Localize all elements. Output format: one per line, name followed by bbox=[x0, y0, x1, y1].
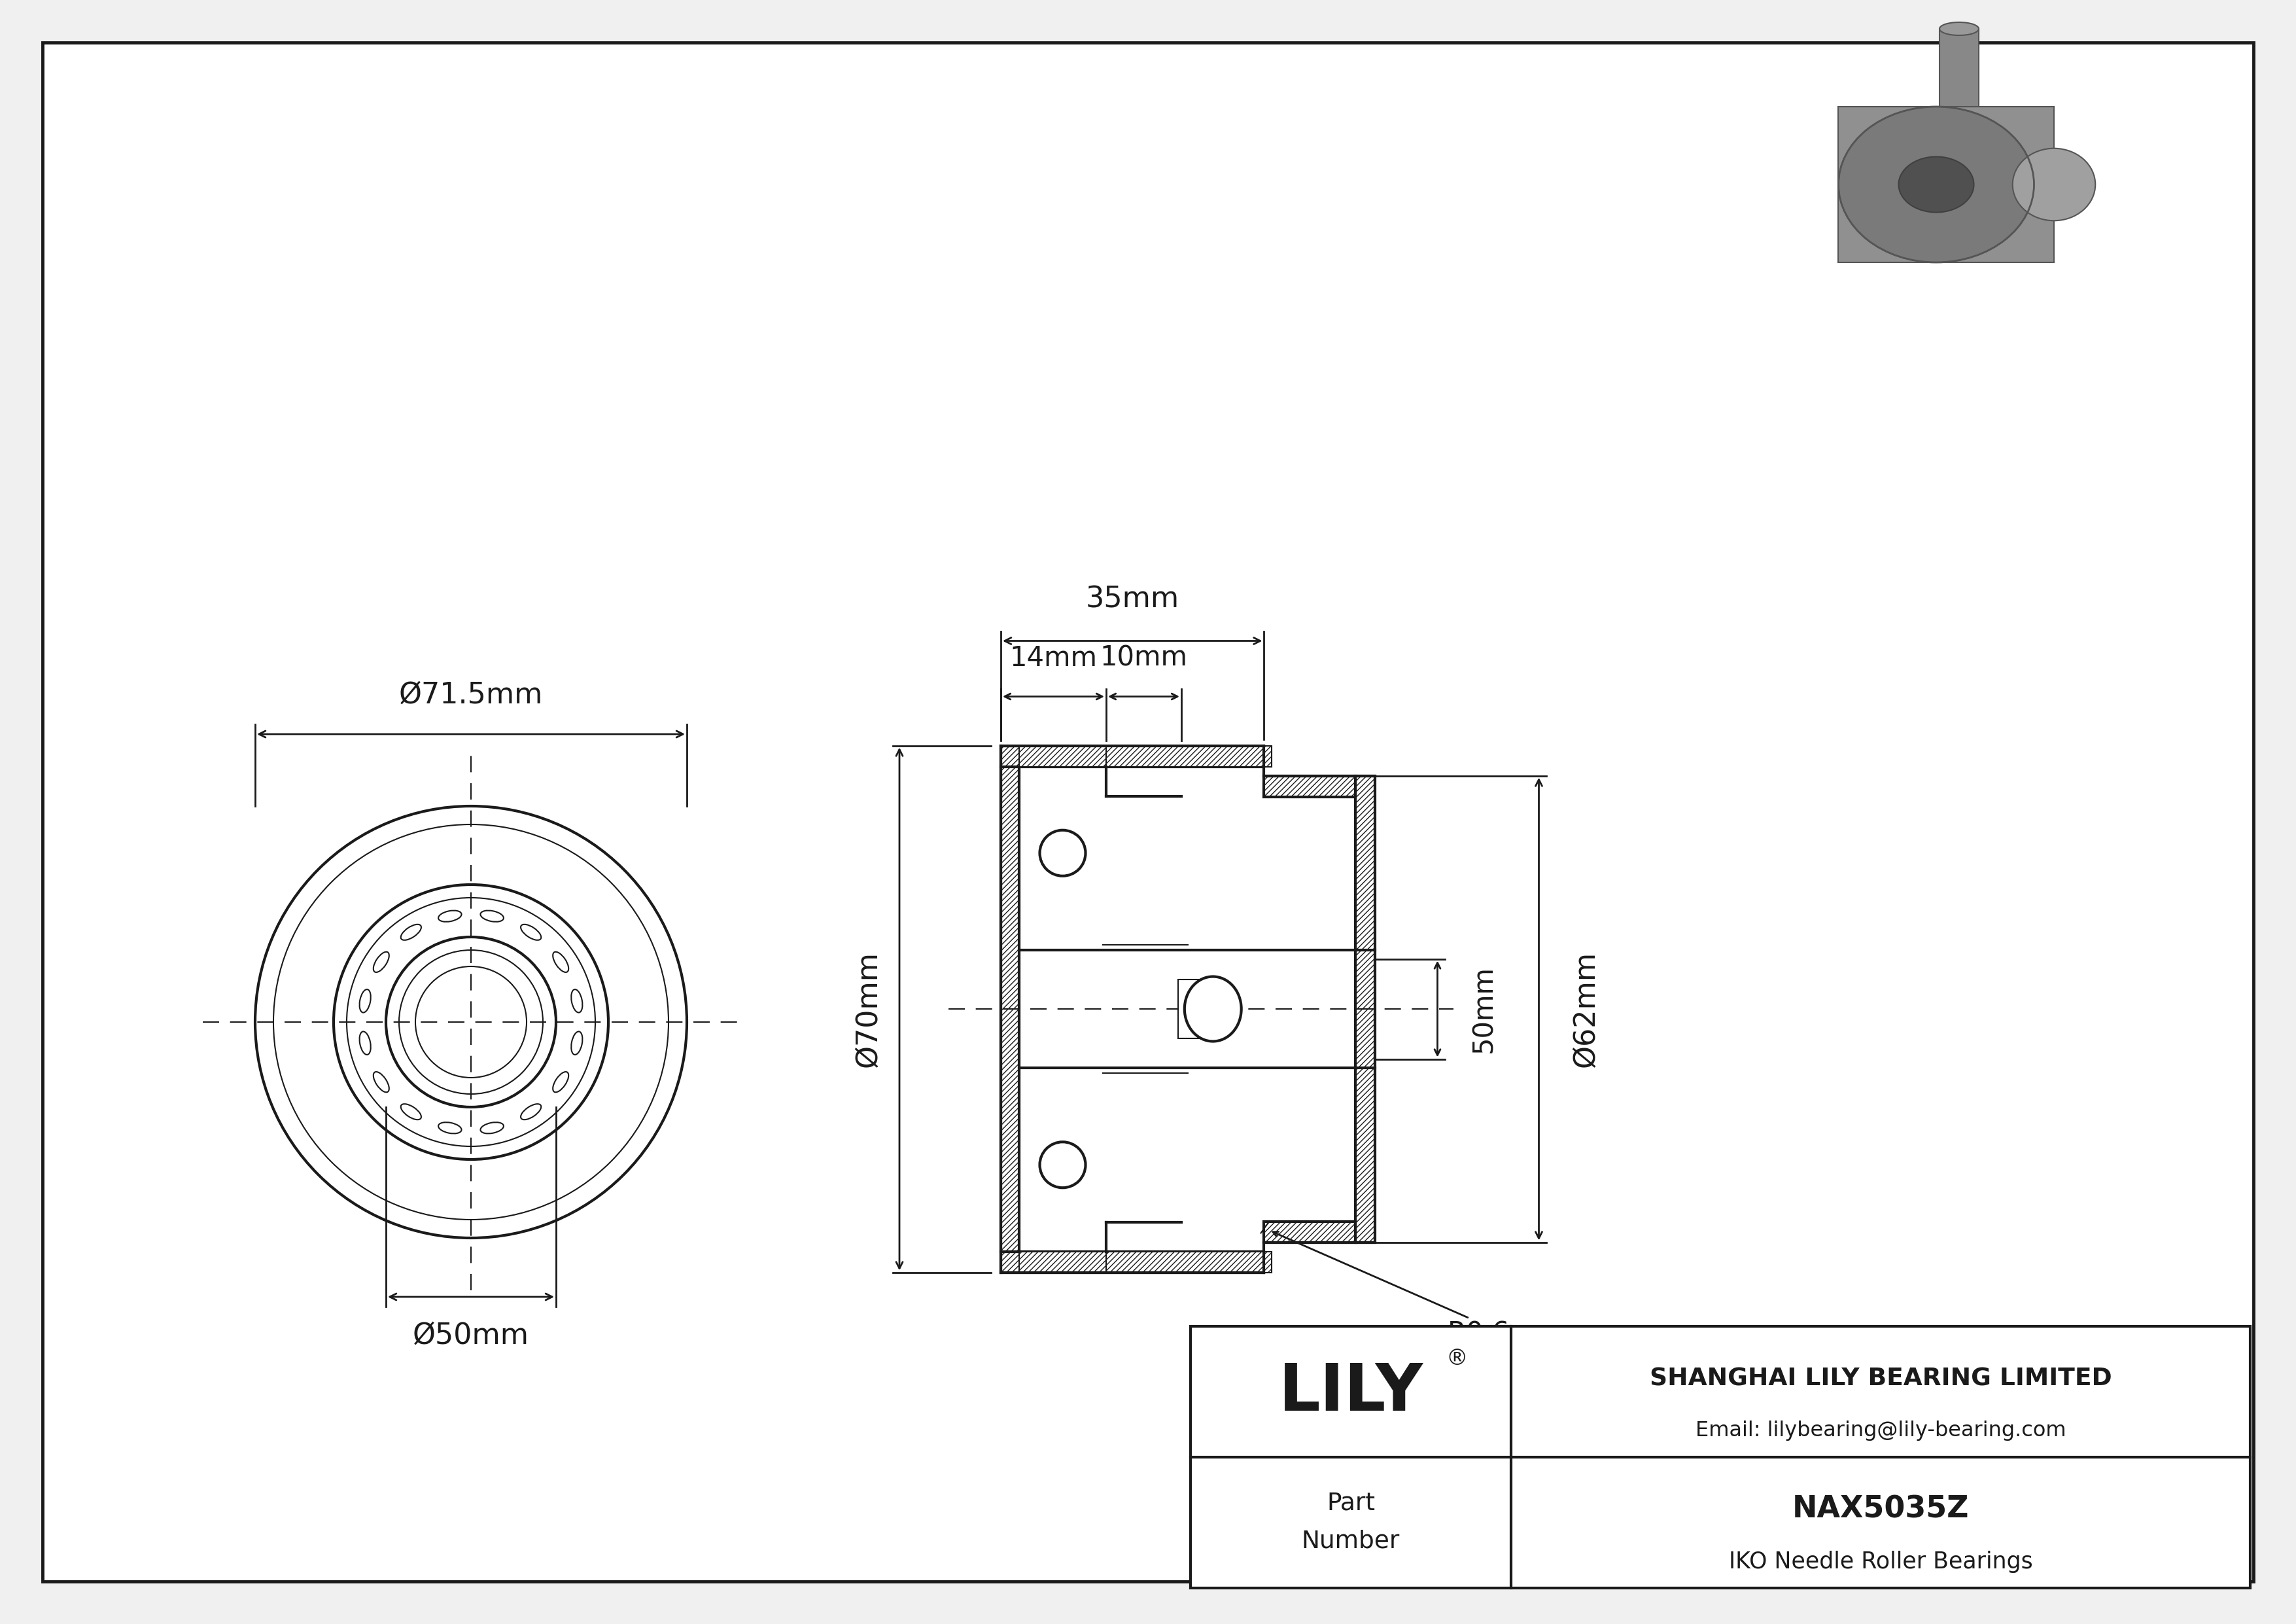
Bar bbox=[1355, 776, 1375, 1242]
Text: 50mm: 50mm bbox=[1469, 965, 1497, 1052]
Bar bbox=[1178, 979, 1215, 1038]
Circle shape bbox=[1040, 1142, 1086, 1187]
Text: Ø70mm: Ø70mm bbox=[854, 950, 882, 1067]
Text: Email: lilybearing@lily-bearing.com: Email: lilybearing@lily-bearing.com bbox=[1694, 1421, 2066, 1440]
Polygon shape bbox=[1839, 107, 2055, 263]
Text: R0.6mm: R0.6mm bbox=[1272, 1231, 1564, 1348]
Text: Ø71.5mm: Ø71.5mm bbox=[400, 680, 544, 710]
Text: Ø50mm: Ø50mm bbox=[413, 1322, 528, 1350]
Bar bbox=[1001, 745, 1265, 767]
Circle shape bbox=[1040, 830, 1086, 875]
Text: 10mm: 10mm bbox=[1100, 645, 1187, 672]
Bar bbox=[1192, 1327, 2250, 1588]
Text: 35mm: 35mm bbox=[1086, 585, 1180, 614]
Text: ®: ® bbox=[1446, 1348, 1467, 1369]
Bar bbox=[1107, 745, 1272, 767]
Bar bbox=[1001, 1252, 1265, 1272]
Bar bbox=[1107, 1252, 1272, 1272]
Ellipse shape bbox=[1839, 107, 2034, 263]
Text: Ø62mm: Ø62mm bbox=[1570, 950, 1600, 1067]
Bar bbox=[1019, 745, 1107, 767]
Text: SHANGHAI LILY BEARING LIMITED: SHANGHAI LILY BEARING LIMITED bbox=[1649, 1367, 2112, 1390]
Polygon shape bbox=[1940, 29, 1979, 107]
Ellipse shape bbox=[1185, 976, 1242, 1041]
Text: Number: Number bbox=[1302, 1530, 1401, 1553]
Text: NAX5035Z: NAX5035Z bbox=[1793, 1494, 1970, 1525]
Ellipse shape bbox=[2014, 148, 2096, 221]
Text: IKO Needle Roller Bearings: IKO Needle Roller Bearings bbox=[1729, 1551, 2032, 1574]
Text: LILY: LILY bbox=[1279, 1361, 1424, 1424]
Bar bbox=[1019, 1252, 1107, 1272]
Ellipse shape bbox=[1899, 156, 1975, 213]
Text: 14mm: 14mm bbox=[1010, 645, 1097, 672]
Bar bbox=[1265, 1221, 1355, 1242]
Bar bbox=[1001, 767, 1019, 1252]
Ellipse shape bbox=[1940, 23, 1979, 36]
Bar bbox=[1265, 776, 1355, 797]
Text: Part: Part bbox=[1327, 1491, 1375, 1515]
